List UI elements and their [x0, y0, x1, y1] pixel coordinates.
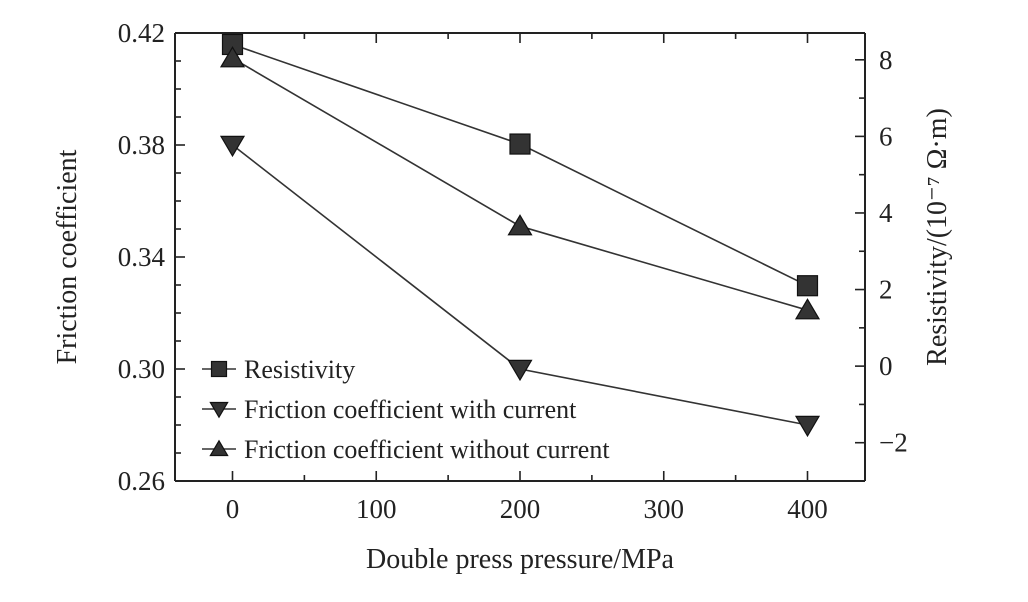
- x-tick-label: 400: [787, 494, 828, 524]
- data-point-square: [796, 275, 819, 297]
- data-point-square: [509, 133, 531, 155]
- x-tick-label: 0: [226, 494, 240, 524]
- y-right-tick-label: −2: [879, 428, 908, 458]
- y-left-tick-label: 0.38: [118, 130, 165, 160]
- legend-label: Resistivity: [244, 355, 355, 384]
- y-right-tick-label: 8: [879, 45, 893, 75]
- y-left-tick-label: 0.30: [118, 354, 165, 384]
- tick-labels: 0 100 200 300 400 0.26 0.30 0.34 0.38 0.42 −2 0 2 4 6 8: [118, 18, 908, 524]
- y-left-tick-label: 0.42: [118, 18, 165, 48]
- markers: [219, 33, 821, 438]
- data-point-triangle-down: [219, 135, 246, 158]
- legend-label: Friction coefficient without current: [244, 435, 610, 464]
- y-right-tick-label: 4: [879, 198, 893, 228]
- y-left-tick-label: 0.34: [118, 242, 166, 272]
- x-tick-label: 100: [356, 494, 397, 524]
- data-point-triangle-down: [794, 415, 821, 438]
- y-axis-left-title: Friction coefficient: [52, 149, 83, 364]
- x-tick-label: 300: [644, 494, 685, 524]
- data-point-triangle-up: [507, 214, 533, 236]
- y-right-tick-label: 2: [879, 275, 893, 305]
- y-right-tick-label: 0: [879, 351, 893, 381]
- y-axis-right-title: Resistivity/(10⁻⁷ Ω·m): [922, 108, 953, 366]
- legend-marker-triangle-up: [209, 439, 229, 457]
- data-point-triangle-down: [507, 359, 533, 382]
- data-point-triangle-up: [219, 46, 246, 68]
- series-line-triangle-up: [232, 57, 808, 311]
- y-left-tick-label: 0.26: [118, 466, 165, 496]
- series-line-square: [232, 43, 808, 287]
- data-point-triangle-up: [794, 298, 821, 320]
- x-tick-label: 200: [500, 494, 541, 524]
- legend: Resistivity Friction coefficient with cur…: [202, 355, 610, 464]
- x-axis-title: Double press pressure/MPa: [366, 544, 675, 575]
- legend-marker-square: [210, 360, 228, 378]
- y-right-tick-label: 6: [879, 121, 893, 151]
- legend-label: Friction coefficient with current: [244, 395, 577, 424]
- legend-marker-triangle-down: [209, 401, 229, 419]
